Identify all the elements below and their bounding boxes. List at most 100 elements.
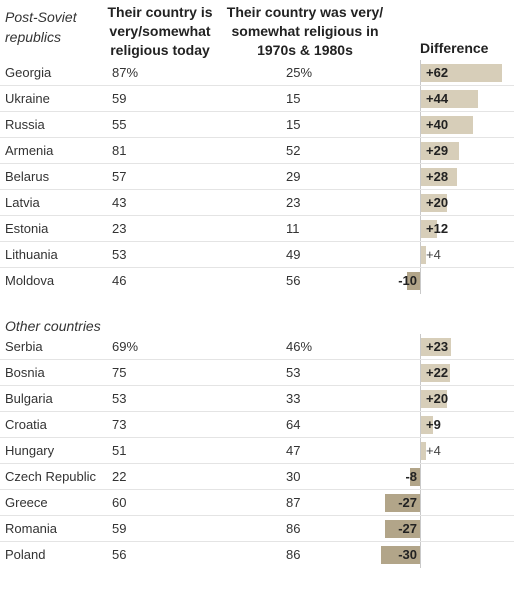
row-separator [0,489,514,490]
difference-bar [421,390,447,408]
table-row: Russia 55 15 +40 [0,112,514,138]
difference-bar [421,442,427,460]
past-value: 86 [286,547,301,562]
today-value: 73 [112,417,127,432]
difference-label: -10 [398,273,417,288]
country-label: Armenia [5,143,54,158]
table-row: Hungary 51 47 +4 [0,438,514,464]
difference-bar [381,546,420,564]
row-separator [0,85,514,86]
past-value: 11 [286,221,300,236]
table-row: Georgia 87% 25% +62 [0,60,514,86]
difference-label: +4 [426,443,441,458]
table-row: Lithuania 53 49 +4 [0,242,514,268]
row-separator [0,515,514,516]
country-label: Greece [5,495,48,510]
country-label: Latvia [5,195,40,210]
row-separator [0,189,514,190]
row-separator [0,437,514,438]
difference-bar [421,168,458,186]
past-value: 47 [286,443,301,458]
difference-bar [421,142,459,160]
past-value: 87 [286,495,301,510]
row-separator [0,463,514,464]
today-value: 55 [112,117,127,132]
country-label: Russia [5,117,45,132]
table-row: Poland 56 86 -30 [0,542,514,568]
today-value: 81 [112,143,127,158]
today-value: 59 [112,521,127,536]
today-value: 51 [112,443,127,458]
past-value: 33 [286,391,301,406]
past-value: 49 [286,247,301,262]
row-separator [0,267,514,268]
today-value: 46 [112,273,127,288]
row-separator [0,411,514,412]
difference-bar [421,90,479,108]
table-row: Estonia 23 11 +12 [0,216,514,242]
table-row: Armenia 81 52 +29 [0,138,514,164]
table-row: Czech Republic 22 30 -8 [0,464,514,490]
difference-label: -8 [405,469,417,484]
past-value: 56 [286,273,301,288]
country-label: Bosnia [5,365,45,380]
country-label: Moldova [5,273,55,288]
difference-label: -27 [398,495,417,510]
difference-label: +23 [426,339,449,354]
difference-bar [421,416,433,434]
row-separator [0,163,514,164]
row-separator [0,137,514,138]
country-label: Estonia [5,221,49,236]
table-row: Bulgaria 53 33 +20 [0,386,514,412]
column-header-difference: Difference [420,40,489,56]
difference-bar [421,220,437,238]
past-value: 30 [286,469,301,484]
table-row: Croatia 73 64 +9 [0,412,514,438]
difference-bar [421,246,427,264]
today-value: 53 [112,391,127,406]
difference-bar [421,116,473,134]
today-value: 59 [112,91,127,106]
difference-bar [421,194,447,212]
difference-label: -30 [398,547,417,562]
table-row: Greece 60 87 -27 [0,490,514,516]
country-label: Poland [5,547,46,562]
difference-bar [421,64,502,82]
row-separator [0,111,514,112]
row-separator [0,541,514,542]
country-label: Ukraine [5,91,50,106]
today-value: 22 [112,469,127,484]
zero-axis-line [420,334,421,568]
difference-bar [409,468,420,486]
zero-axis-line [420,60,421,294]
today-value: 56 [112,547,127,562]
today-value: 53 [112,247,127,262]
table-row: Serbia 69% 46% +23 [0,334,514,360]
difference-label: +62 [426,65,449,80]
row-separator [0,359,514,360]
past-value: 53 [286,365,301,380]
group-label-other-countries: Other countries [5,318,101,334]
difference-label: +9 [426,417,441,432]
table-row: Ukraine 59 15 +44 [0,86,514,112]
table-row: Belarus 57 29 +28 [0,164,514,190]
today-value: 75 [112,365,127,380]
country-label: Lithuania [5,247,58,262]
table-row: Latvia 43 23 +20 [0,190,514,216]
today-value: 69% [112,339,139,354]
table-row: Moldova 46 56 -10 [0,268,514,294]
country-label: Croatia [5,417,47,432]
country-label: Romania [5,521,58,536]
difference-label: +12 [426,221,449,236]
difference-bar [421,364,450,382]
today-value: 57 [112,169,127,184]
past-value: 15 [286,91,301,106]
difference-label: +20 [426,391,449,406]
past-value: 23 [286,195,301,210]
country-label: Hungary [5,443,55,458]
past-value: 15 [286,117,301,132]
today-value: 23 [112,221,127,236]
past-value: 25% [286,65,313,80]
past-value: 46% [286,339,313,354]
past-value: 29 [286,169,301,184]
